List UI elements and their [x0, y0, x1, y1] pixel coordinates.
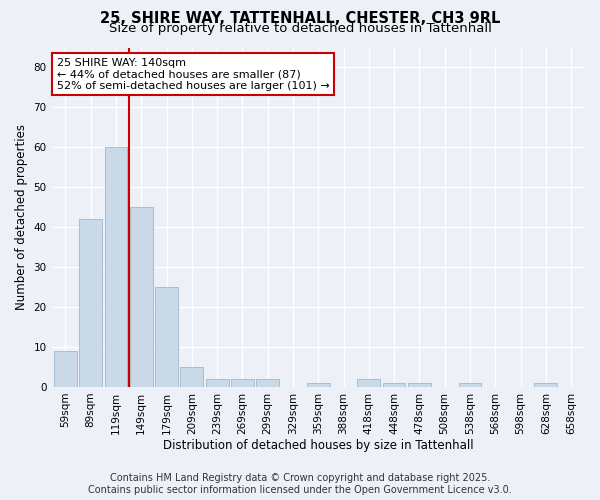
Bar	[130, 207, 152, 387]
Bar	[79, 219, 102, 387]
Bar	[155, 287, 178, 387]
Bar	[458, 383, 481, 387]
Bar	[358, 379, 380, 387]
Bar	[307, 383, 329, 387]
Y-axis label: Number of detached properties: Number of detached properties	[15, 124, 28, 310]
Text: 25, SHIRE WAY, TATTENHALL, CHESTER, CH3 9RL: 25, SHIRE WAY, TATTENHALL, CHESTER, CH3 …	[100, 11, 500, 26]
Bar	[181, 367, 203, 387]
Text: Size of property relative to detached houses in Tattenhall: Size of property relative to detached ho…	[109, 22, 491, 35]
Bar	[206, 379, 229, 387]
Text: Contains HM Land Registry data © Crown copyright and database right 2025.
Contai: Contains HM Land Registry data © Crown c…	[88, 474, 512, 495]
Bar	[256, 379, 279, 387]
Bar	[408, 383, 431, 387]
X-axis label: Distribution of detached houses by size in Tattenhall: Distribution of detached houses by size …	[163, 440, 473, 452]
Bar	[383, 383, 406, 387]
Bar	[535, 383, 557, 387]
Bar	[104, 148, 127, 387]
Bar	[54, 351, 77, 387]
Bar	[231, 379, 254, 387]
Text: 25 SHIRE WAY: 140sqm
← 44% of detached houses are smaller (87)
52% of semi-detac: 25 SHIRE WAY: 140sqm ← 44% of detached h…	[57, 58, 329, 91]
